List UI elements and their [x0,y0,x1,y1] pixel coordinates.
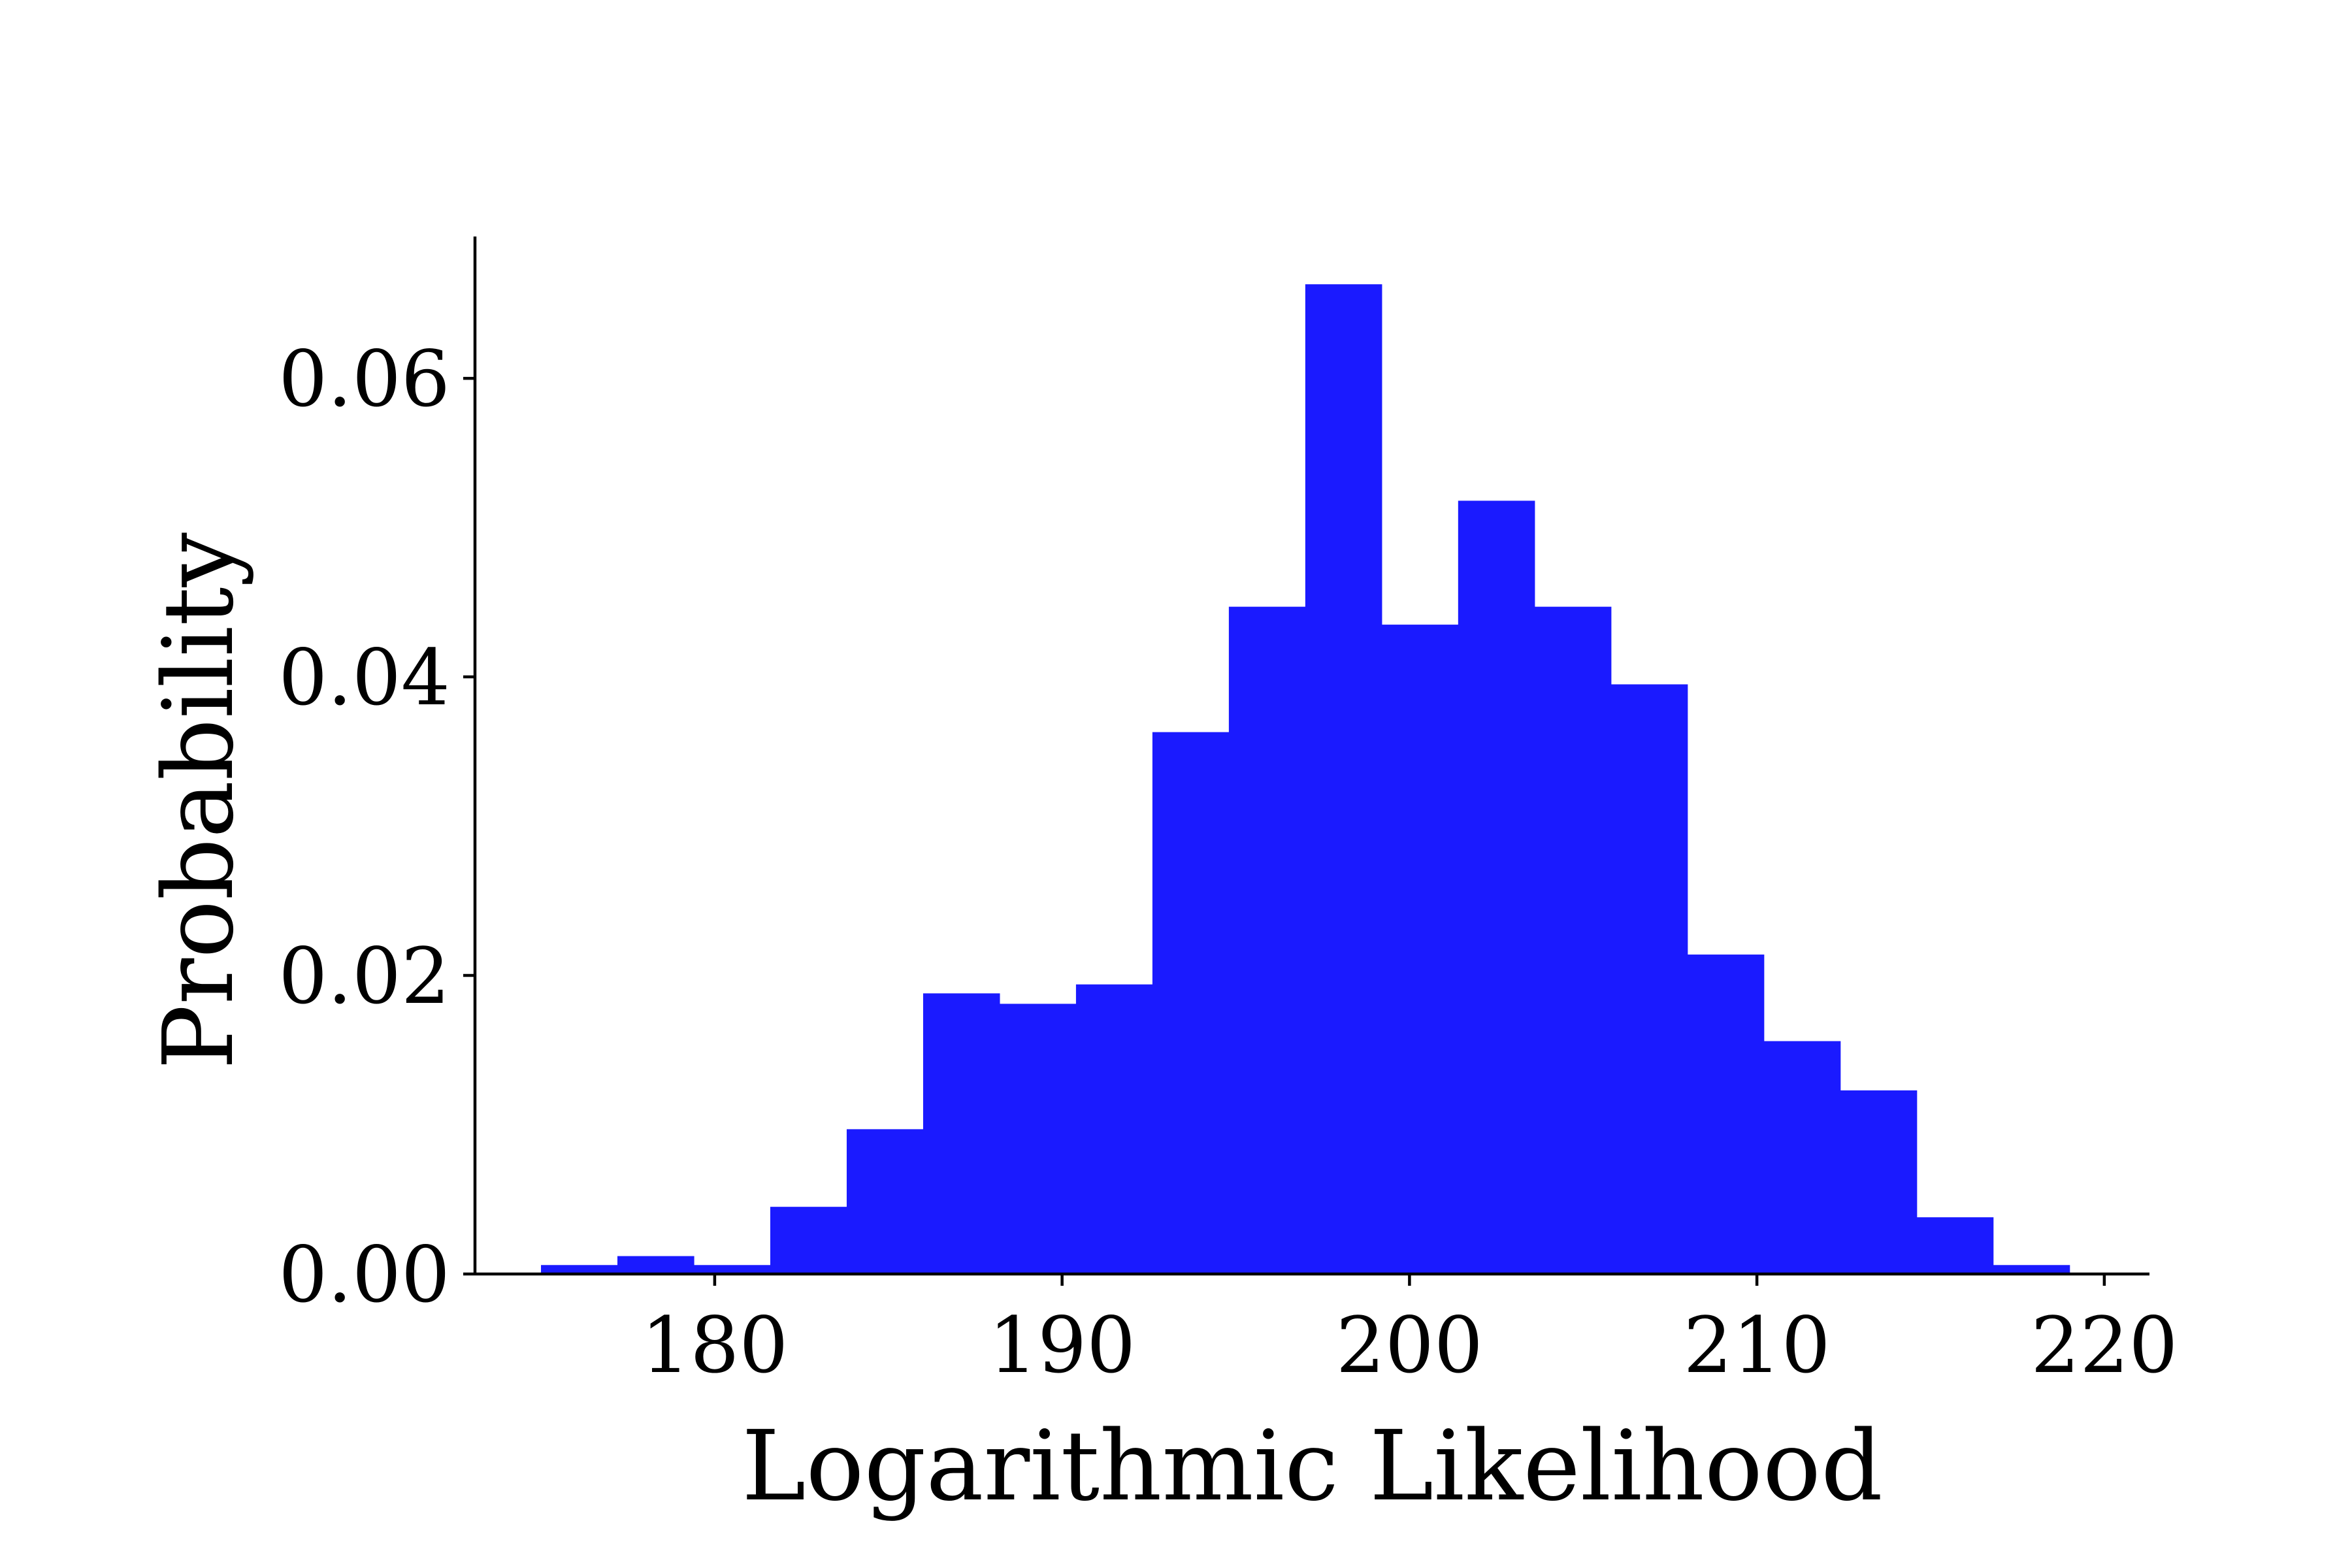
histogram-bar [1763,1041,1841,1274]
histogram-bar [999,1004,1077,1274]
histogram-bar [1381,625,1459,1274]
histogram-bar [1458,500,1535,1274]
histogram-bars [541,284,2070,1274]
histogram-bar [1534,606,1612,1274]
x-tick-label: 210 [1684,1300,1831,1390]
histogram-bar [1610,684,1688,1274]
histogram-bar [541,1265,618,1274]
histogram-bar [1152,732,1230,1274]
histogram-bar [693,1265,771,1274]
histogram-bar [1305,284,1382,1274]
x-tick-label: 180 [641,1300,788,1390]
histogram-bar [1687,955,1765,1274]
x-tick-label: 200 [1336,1300,1483,1390]
y-axis-ticks: 0.00 0.02 0.04 0.06 [278,334,475,1320]
histogram-bar [1075,984,1153,1274]
histogram-bar [846,1129,924,1274]
x-tick-label: 190 [988,1300,1135,1390]
histogram-bar [923,993,1000,1274]
y-axis-label: Probability [142,532,255,1070]
y-tick-label: 0.06 [278,334,450,424]
y-tick-label: 0.04 [278,632,450,723]
histogram-bar [1228,606,1306,1274]
histogram-bar [1840,1090,1918,1274]
histogram-bar [1916,1217,1994,1274]
x-tick-label: 220 [2031,1300,2178,1390]
y-tick-label: 0.02 [278,931,450,1021]
histogram-bar [1993,1265,2070,1274]
histogram-bar [617,1256,694,1274]
x-axis-label: Logarithmic Likelihood [742,1410,1883,1522]
x-axis-ticks: 180 190 200 210 220 [641,1274,2178,1390]
y-tick-label: 0.00 [278,1230,450,1320]
histogram-bar [770,1207,847,1274]
